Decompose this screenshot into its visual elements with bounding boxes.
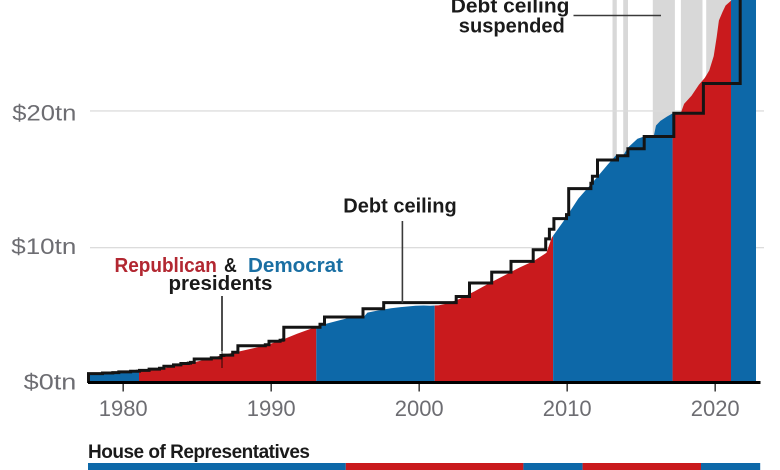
svg-text:Republican: Republican [115,255,217,277]
svg-text:Debt ceiling: Debt ceiling [343,196,456,218]
svg-text:Debt ceiling: Debt ceiling [451,0,570,18]
svg-text:1980: 1980 [99,396,148,421]
svg-text:$0tn: $0tn [24,370,77,395]
svg-text:2020: 2020 [691,396,740,421]
svg-text:1990: 1990 [247,396,296,421]
svg-text:$10tn: $10tn [11,234,76,259]
svg-text:2010: 2010 [543,396,592,421]
svg-text:$20tn: $20tn [12,100,76,125]
svg-text:suspended: suspended [459,16,565,38]
svg-text:Democrat: Democrat [248,255,343,277]
svg-text:House of Representatives: House of Representatives [88,442,310,463]
svg-text:&: & [224,255,237,277]
svg-text:presidents: presidents [169,273,273,295]
svg-text:2000: 2000 [395,396,444,421]
